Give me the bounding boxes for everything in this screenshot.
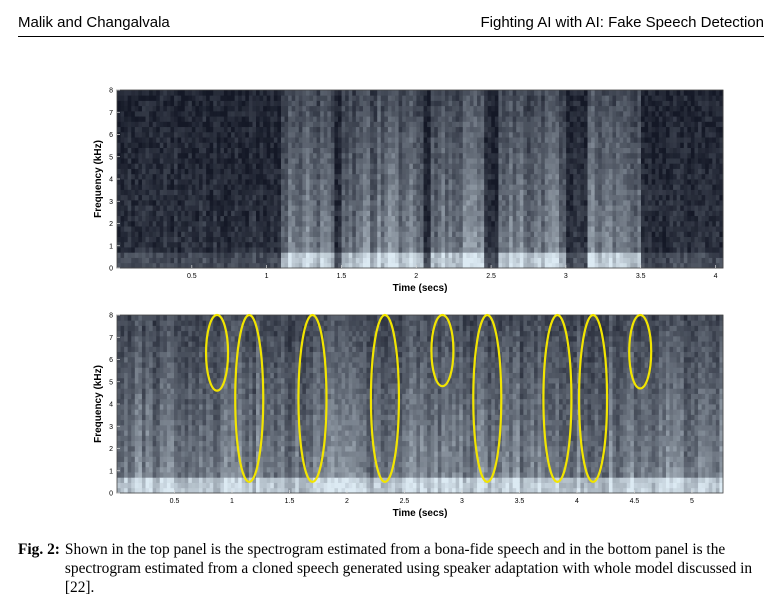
y-tick-label: 6 bbox=[109, 357, 113, 364]
bottom-spectrogram-chart: 0 1 2 3 4 5 6 7 8 0.5 1 1.5 2 2.5 3 3.5 4 4.5 5 Time (secs)… bbox=[93, 313, 724, 519]
highlight-ellipse bbox=[204, 313, 230, 392]
x-tick-label: 2 bbox=[414, 273, 418, 280]
x-tick-label: 1.5 bbox=[285, 498, 295, 505]
highlight-ellipse bbox=[234, 313, 265, 483]
y-tick-label: 4 bbox=[109, 177, 113, 184]
y-tick-label: 7 bbox=[109, 335, 113, 342]
x-tick-label: 3 bbox=[460, 498, 464, 505]
x-tick-label: 3.5 bbox=[636, 273, 646, 280]
y-tick-label: 0 bbox=[109, 266, 113, 273]
running-header-authors: Malik and Changalvala bbox=[18, 14, 170, 31]
highlight-ellipse bbox=[472, 313, 503, 483]
highlight-ellipse bbox=[577, 313, 609, 483]
x-tick-label: 0.5 bbox=[170, 498, 180, 505]
caption-label: Fig. 2: bbox=[18, 541, 60, 558]
y-tick-label: 1 bbox=[109, 243, 113, 250]
spectrogram-image bbox=[117, 315, 724, 494]
running-header-title: Fighting AI with AI: Fake Speech Detecti… bbox=[480, 14, 765, 31]
x-tick-label: 1.5 bbox=[337, 273, 347, 280]
y-axis-label: Frequency (kHz) bbox=[93, 140, 104, 218]
x-tick-label: 4 bbox=[714, 273, 718, 280]
x-tick-label: 2 bbox=[345, 498, 349, 505]
top-spectrogram-panel: 0 1 2 3 4 5 6 7 8 0.5 1 1.5 2 2.5 3 3.5 4 Time (secs) Freq… bbox=[85, 80, 735, 300]
axes: 0 1 2 3 4 5 6 7 8 0.5 1 1.5 2 2.5 3 3.5 4 4.5 5 Time (secs)… bbox=[93, 313, 724, 519]
y-tick-label: 0 bbox=[109, 491, 113, 498]
spectrogram-image bbox=[117, 90, 724, 269]
x-tick-label: 3.5 bbox=[515, 498, 525, 505]
x-tick-label: 3 bbox=[564, 273, 568, 280]
x-tick-label: 1 bbox=[265, 273, 269, 280]
y-tick-label: 6 bbox=[109, 132, 113, 139]
y-tick-label: 7 bbox=[109, 110, 113, 117]
y-tick-label: 3 bbox=[109, 199, 113, 206]
x-tick-label: 1 bbox=[230, 498, 234, 505]
x-axis-label: Time (secs) bbox=[393, 508, 448, 519]
y-tick-label: 3 bbox=[109, 424, 113, 431]
highlight-ellipse bbox=[542, 313, 573, 483]
x-tick-label: 2.5 bbox=[400, 498, 410, 505]
x-tick-label: 2.5 bbox=[486, 273, 496, 280]
header-rule bbox=[18, 36, 764, 37]
x-tick-label: 5 bbox=[690, 498, 694, 505]
x-tick-label: 0.5 bbox=[187, 273, 197, 280]
highlight-ellipse bbox=[628, 313, 653, 390]
highlight-ellipse bbox=[430, 313, 455, 388]
y-axis-label: Frequency (kHz) bbox=[93, 365, 104, 443]
y-tick-label: 5 bbox=[109, 154, 113, 161]
x-axis-label: Time (secs) bbox=[393, 283, 448, 294]
axes: 0 1 2 3 4 5 6 7 8 0.5 1 1.5 2 2.5 3 3.5 4 Time (secs) Freq… bbox=[93, 88, 724, 294]
highlight-ellipse bbox=[369, 313, 401, 483]
y-tick-label: 1 bbox=[109, 468, 113, 475]
y-tick-label: 5 bbox=[109, 379, 113, 386]
y-tick-label: 4 bbox=[109, 402, 113, 409]
bottom-spectrogram-panel: 0 1 2 3 4 5 6 7 8 0.5 1 1.5 2 2.5 3 3.5 4 4.5 5 Time (secs)… bbox=[85, 305, 735, 525]
caption-text: Shown in the top panel is the spectrogra… bbox=[64, 541, 753, 596]
top-spectrogram-chart: 0 1 2 3 4 5 6 7 8 0.5 1 1.5 2 2.5 3 3.5 4 Time (secs) Freq… bbox=[93, 88, 724, 294]
figure-caption: Fig. 2: Shown in the top panel is the sp… bbox=[18, 540, 766, 597]
y-tick-label: 8 bbox=[109, 313, 113, 320]
highlight-ellipse bbox=[297, 313, 328, 483]
y-tick-label: 8 bbox=[109, 88, 113, 95]
x-tick-label: 4 bbox=[575, 498, 579, 505]
y-tick-label: 2 bbox=[109, 446, 113, 453]
y-tick-label: 2 bbox=[109, 221, 113, 228]
x-tick-label: 4.5 bbox=[630, 498, 640, 505]
